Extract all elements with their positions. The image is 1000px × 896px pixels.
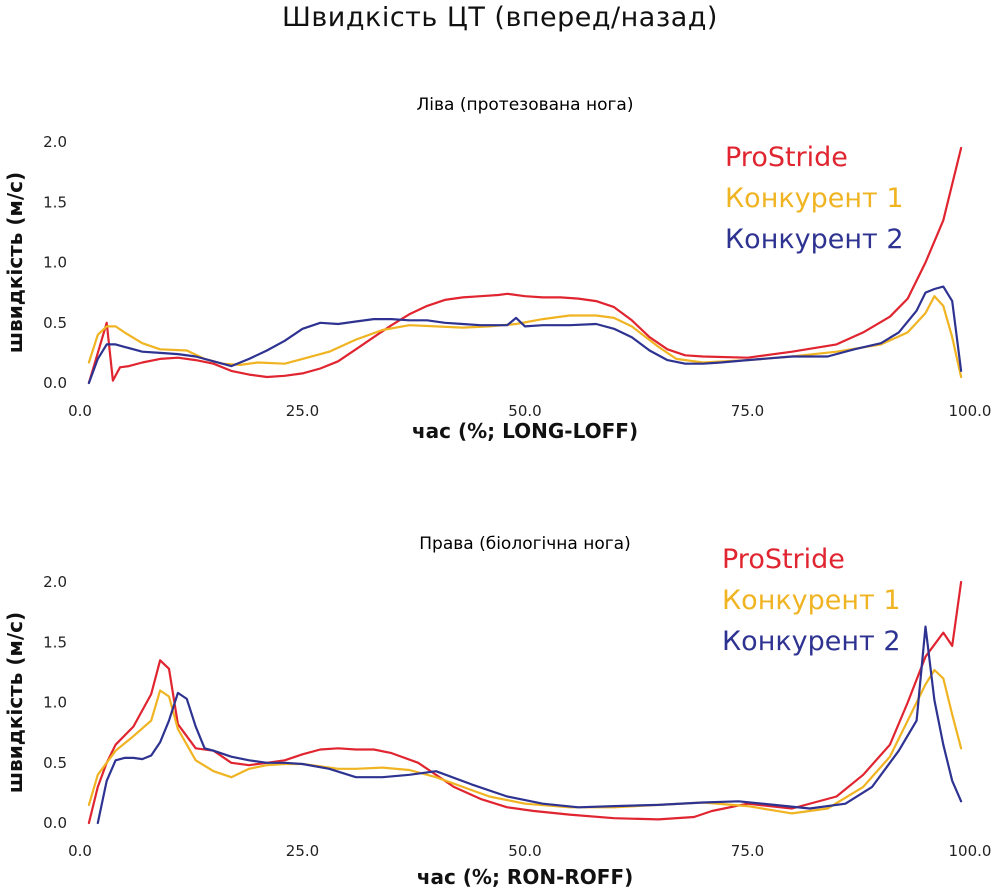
chart1-series-line-3 [87,285,963,385]
chart2-ytick-label: 2.0 [43,573,67,591]
chart2-ytick-label: 0.0 [43,814,67,832]
chart1-series-line-1 [87,146,963,385]
main-title: Швидкість ЦТ (вперед/назад) [282,2,718,33]
chart1-ytick-label: 0.5 [43,314,67,332]
chart1-xtick-label: 25.0 [286,402,319,420]
chart1-ytick-label: 1.5 [43,193,67,211]
chart1-legend-entry: Конкурент 2 [725,224,904,255]
chart2-ylabel: швидкість (м/с) [3,612,27,793]
chart1-xtick-label: 0.0 [68,402,92,420]
chart2-xlabel: час (%; RON-ROFF) [417,865,634,889]
chart2-series-line-2 [87,668,963,815]
chart1-legend-entry: Конкурент 1 [725,183,904,214]
chart2-xtick-label: 0.0 [68,842,92,860]
chart1-ytick-label: 1.0 [43,254,67,272]
chart1-subtitle: Ліва (протезована нога) [417,95,634,115]
chart2-series-line-1 [87,580,963,825]
chart2-ytick-label: 1.5 [43,633,67,651]
chart2-xtick-label: 25.0 [286,842,319,860]
chart1-ytick-label: 0.0 [43,374,67,392]
chart1-ylabel: швидкість (м/с) [3,172,27,353]
chart2-series-line-3 [96,625,963,825]
chart2-xtick-label: 50.0 [508,842,541,860]
chart1-xtick-label: 50.0 [508,402,541,420]
chart2-legend-entry: Конкурент 1 [722,585,901,616]
chart1-series-line-2 [87,295,963,379]
chart2-xtick-label: 75.0 [731,842,764,860]
chart2-legend-entry: Конкурент 2 [722,626,901,657]
chart2-subtitle: Права (біологічна нога) [419,534,630,554]
chart2-ytick-label: 0.5 [43,754,67,772]
chart1-xlabel: час (%; LONG-LOFF) [412,419,638,443]
chart2-legend-entry: ProStride [722,544,845,575]
chart1-ytick-label: 2.0 [43,133,67,151]
chart2-ytick-label: 1.0 [43,694,67,712]
chart1-xtick-label: 100.0 [949,402,992,420]
chart2-xtick-label: 100.0 [949,842,992,860]
chart1-legend-entry: ProStride [725,142,848,173]
chart1-xtick-label: 75.0 [731,402,764,420]
